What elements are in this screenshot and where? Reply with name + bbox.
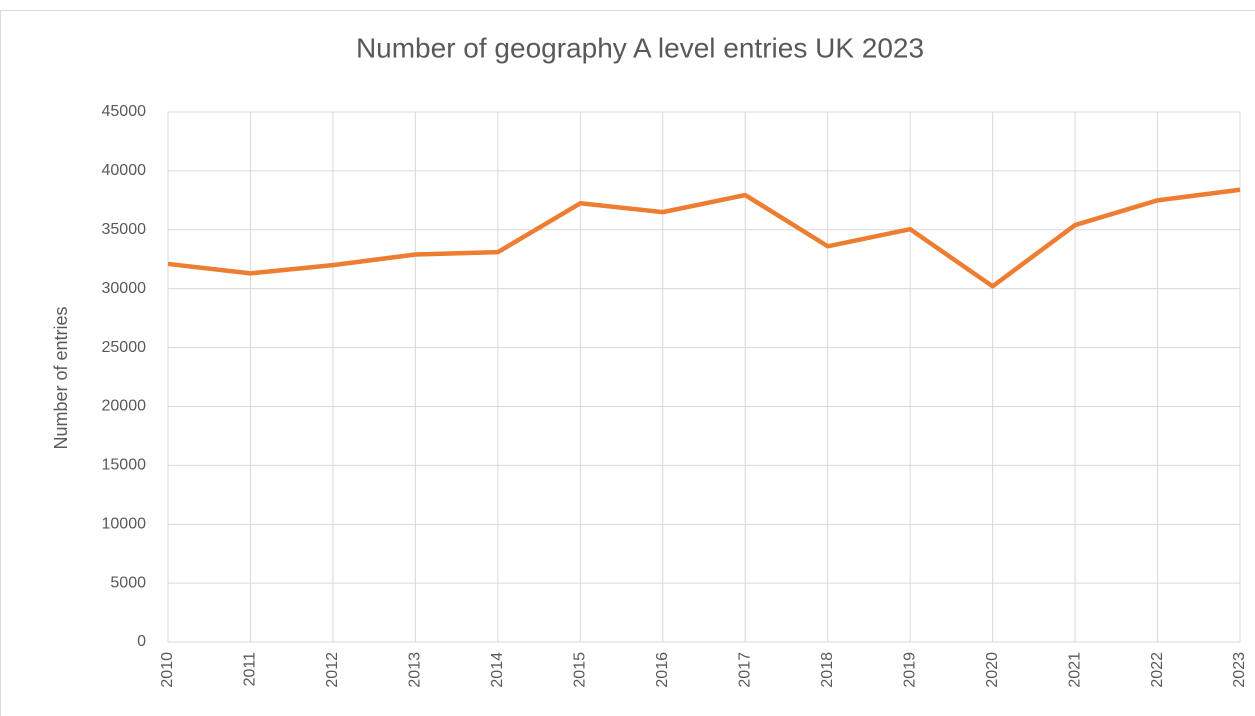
x-tick-label: 2017 xyxy=(736,652,753,688)
y-tick-label: 25000 xyxy=(102,339,147,356)
x-tick-label: 2019 xyxy=(901,652,918,688)
chart-border xyxy=(0,10,1255,716)
x-tick-label: 2010 xyxy=(159,652,176,688)
y-tick-label: 0 xyxy=(137,633,146,650)
x-tick-label: 2012 xyxy=(324,652,341,688)
y-tick-label: 45000 xyxy=(102,103,147,120)
x-tick-label: 2015 xyxy=(572,652,589,688)
x-tick-label: 2022 xyxy=(1149,652,1166,688)
chart-title: Number of geography A level entries UK 2… xyxy=(356,32,924,63)
x-tick-label: 2014 xyxy=(489,652,506,688)
x-tick-label: 2016 xyxy=(654,652,671,688)
x-tick-label: 2011 xyxy=(242,652,259,687)
x-tick-label: 2021 xyxy=(1066,652,1083,688)
data-line xyxy=(167,187,1241,289)
x-tick-label: 2023 xyxy=(1231,652,1248,688)
y-tick-label: 10000 xyxy=(102,515,147,532)
y-tick-label: 40000 xyxy=(102,162,147,179)
y-tick-label: 30000 xyxy=(102,280,147,297)
x-tick-label: 2018 xyxy=(819,652,836,688)
y-axis-label: Number of entries xyxy=(51,306,71,449)
y-tick-label: 35000 xyxy=(102,221,147,238)
y-tick-label: 15000 xyxy=(102,457,147,474)
x-tick-label: 2013 xyxy=(407,652,424,688)
y-tick-label: 20000 xyxy=(102,398,147,415)
x-tick-label: 2020 xyxy=(984,652,1001,688)
y-tick-label: 5000 xyxy=(110,574,146,591)
